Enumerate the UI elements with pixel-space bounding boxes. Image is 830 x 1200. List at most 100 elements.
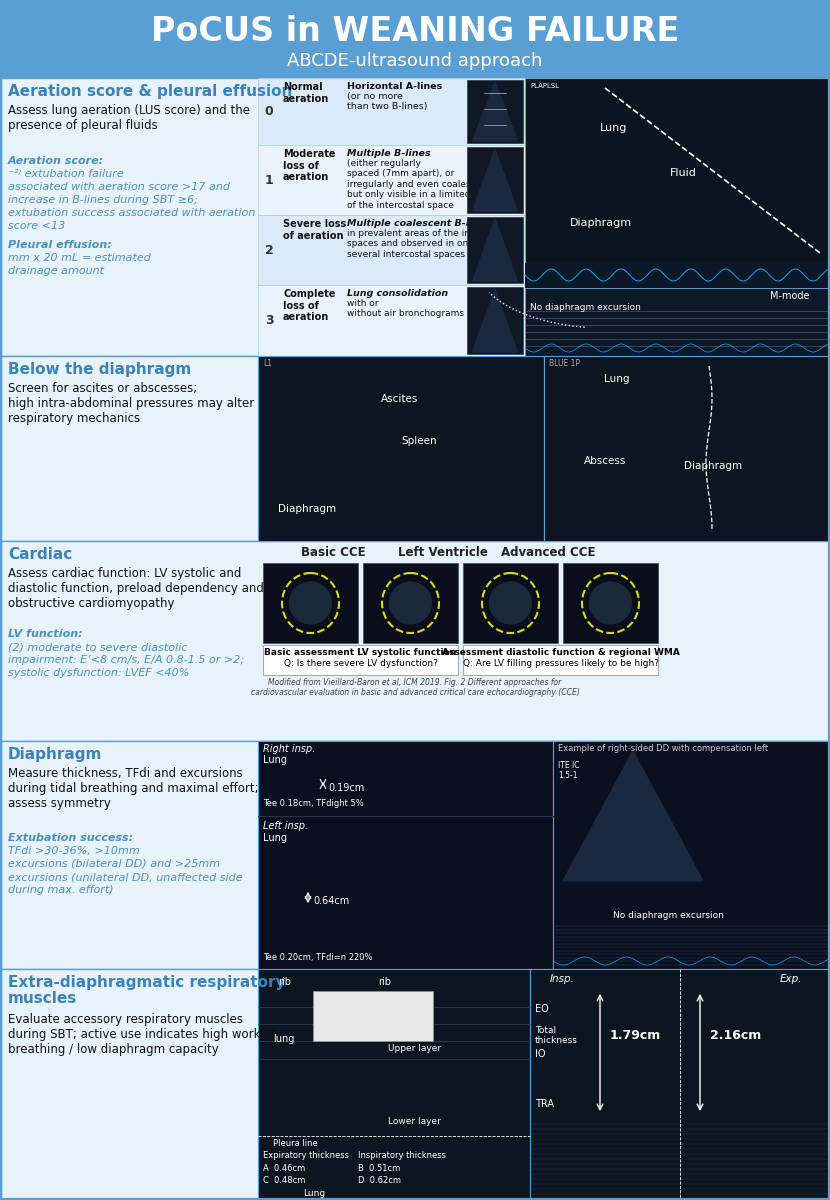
Text: Pleura line: Pleura line [273, 1139, 318, 1148]
Text: Tee 0.20cm, TFdi=n 220%: Tee 0.20cm, TFdi=n 220% [263, 953, 373, 962]
Text: during max. effort): during max. effort) [8, 886, 114, 895]
Text: Lung: Lung [263, 833, 287, 842]
Text: score <13: score <13 [8, 221, 66, 230]
Text: (or no more
than two B-lines): (or no more than two B-lines) [347, 92, 427, 112]
Text: Fluid: Fluid [670, 168, 697, 178]
Text: Pleural effusion:: Pleural effusion: [8, 240, 112, 250]
Text: Lung consolidation: Lung consolidation [347, 289, 448, 298]
Text: D  0.62cm: D 0.62cm [358, 1176, 401, 1186]
Text: ABCDE-ultrasound approach: ABCDE-ultrasound approach [287, 52, 543, 70]
Polygon shape [472, 149, 517, 211]
Bar [525, 288, 830, 356]
Bar [467, 80, 523, 143]
Text: Assess cardiac function: LV systolic and
diastolic function, preload dependency : Assess cardiac function: LV systolic and… [8, 566, 264, 610]
Text: TRA: TRA [535, 1099, 554, 1109]
Text: Lung: Lung [303, 1189, 325, 1198]
Text: Basic CCE: Basic CCE [300, 546, 365, 559]
Text: Below the diaphragm: Below the diaphragm [8, 362, 191, 377]
Text: rib: rib [278, 977, 291, 986]
Bar [258, 215, 525, 284]
Text: Basic assessment LV systolic function: Basic assessment LV systolic function [265, 648, 456, 658]
Bar [544, 356, 830, 541]
Bar [0, 0, 830, 78]
Circle shape [290, 582, 331, 624]
Text: mm x 20 mL = estimated: mm x 20 mL = estimated [8, 253, 151, 263]
Text: Total
thickness: Total thickness [535, 1026, 578, 1045]
Text: drainage amount: drainage amount [8, 266, 104, 276]
Text: IO: IO [535, 1049, 545, 1058]
Text: Lower layer: Lower layer [388, 1117, 441, 1126]
Polygon shape [472, 289, 517, 352]
Polygon shape [472, 82, 517, 140]
Text: A  0.46cm: A 0.46cm [263, 1164, 305, 1174]
Text: Severe loss
of aeration: Severe loss of aeration [283, 218, 346, 240]
Bar [525, 78, 830, 263]
Text: Horizontal A-lines: Horizontal A-lines [347, 82, 442, 91]
Text: LV function:: LV function: [8, 629, 83, 638]
Circle shape [589, 582, 632, 624]
Text: Left Ventricle: Left Ventricle [398, 546, 488, 559]
Text: Moderate
loss of
aeration: Moderate loss of aeration [283, 149, 335, 182]
Text: Extra-diaphragmatic respiratory: Extra-diaphragmatic respiratory [8, 974, 286, 990]
Text: Diaphragm: Diaphragm [278, 504, 336, 514]
Text: EO: EO [535, 1004, 549, 1014]
Text: with or
without air bronchograms: with or without air bronchograms [347, 299, 464, 318]
Text: Q: Are LV filling pressures likely to be high?: Q: Are LV filling pressures likely to be… [462, 659, 658, 668]
Text: BLUE 1P: BLUE 1P [549, 359, 580, 368]
Text: L1: L1 [263, 359, 272, 368]
Text: Exp.: Exp. [780, 974, 803, 984]
Text: TFdi >30-36%, >10mm: TFdi >30-36%, >10mm [8, 846, 139, 856]
Text: Assessment diastolic function & regional WMA: Assessment diastolic function & regional… [442, 648, 680, 658]
Text: C  0.48cm: C 0.48cm [263, 1176, 305, 1186]
Text: PoCUS in WEANING FAILURE: PoCUS in WEANING FAILURE [151, 14, 679, 48]
Text: Lung: Lung [600, 122, 627, 133]
Bar [258, 78, 525, 145]
Text: Assess lung aeration (LUS score) and the
presence of pleural fluids: Assess lung aeration (LUS score) and the… [8, 104, 250, 132]
Text: Ascites: Ascites [381, 394, 418, 404]
Bar [467, 217, 523, 283]
Bar [0, 541, 830, 740]
Bar [258, 970, 530, 1200]
Text: in prevalent areas of the intercostal
spaces and observed in one or
several inte: in prevalent areas of the intercostal sp… [347, 229, 510, 259]
Text: Tee 0.18cm, TFdight 5%: Tee 0.18cm, TFdight 5% [263, 799, 364, 808]
Text: Example of right-sided DD with compensation left: Example of right-sided DD with compensat… [558, 744, 768, 754]
Bar [0, 356, 830, 541]
Text: No diaphragm excursion: No diaphragm excursion [530, 302, 641, 312]
Text: Right insp.: Right insp. [263, 744, 315, 754]
Text: (2) moderate to severe diastolic: (2) moderate to severe diastolic [8, 642, 188, 652]
Text: Cardiac: Cardiac [8, 547, 72, 562]
Text: Screen for ascites or abscesses;
high intra-abdominal pressures may alter
respir: Screen for ascites or abscesses; high in… [8, 382, 254, 425]
Text: Expiratory thickness: Expiratory thickness [263, 1151, 349, 1160]
Text: Diaphragm: Diaphragm [684, 461, 742, 470]
Bar [258, 284, 525, 356]
Bar [263, 646, 458, 674]
Bar [263, 563, 358, 643]
Text: Complete
loss of
aeration: Complete loss of aeration [283, 289, 335, 322]
Text: Advanced CCE: Advanced CCE [500, 546, 595, 559]
Text: Aeration score:: Aeration score: [8, 156, 104, 166]
Text: Lung: Lung [604, 374, 629, 384]
Text: Inspiratory thickness: Inspiratory thickness [358, 1151, 446, 1160]
Text: PLAPLSL: PLAPLSL [530, 83, 559, 89]
Text: Abscess: Abscess [584, 456, 627, 466]
Text: Extubation success:: Extubation success: [8, 833, 133, 842]
Text: Multiple coalescent B-lines: Multiple coalescent B-lines [347, 218, 491, 228]
Bar [258, 145, 525, 215]
Text: 2: 2 [265, 244, 273, 257]
Bar [258, 356, 544, 541]
Circle shape [490, 582, 531, 624]
Text: Left insp.: Left insp. [263, 821, 308, 830]
Text: Modified from Vieillard-Baron et al, ICM 2019. Fig. 2 Different approaches for
c: Modified from Vieillard-Baron et al, ICM… [251, 678, 579, 697]
Text: 2.16cm: 2.16cm [710, 1028, 761, 1042]
Text: ⁻²⁾ extubation failure: ⁻²⁾ extubation failure [8, 169, 124, 179]
Text: Aeration score & pleural effusion: Aeration score & pleural effusion [8, 84, 292, 98]
Text: Measure thickness, TFdi and excursions
during tidal breathing and maximal effort: Measure thickness, TFdi and excursions d… [8, 767, 259, 810]
Bar [313, 991, 433, 1040]
Text: ITE IC: ITE IC [558, 761, 579, 770]
Bar [363, 563, 458, 643]
Text: rib: rib [378, 977, 391, 986]
Text: muscles: muscles [8, 991, 77, 1006]
Text: Diaphragm: Diaphragm [570, 218, 632, 228]
Text: excursions (bilateral DD) and >25mm: excursions (bilateral DD) and >25mm [8, 859, 220, 869]
Bar [463, 563, 558, 643]
